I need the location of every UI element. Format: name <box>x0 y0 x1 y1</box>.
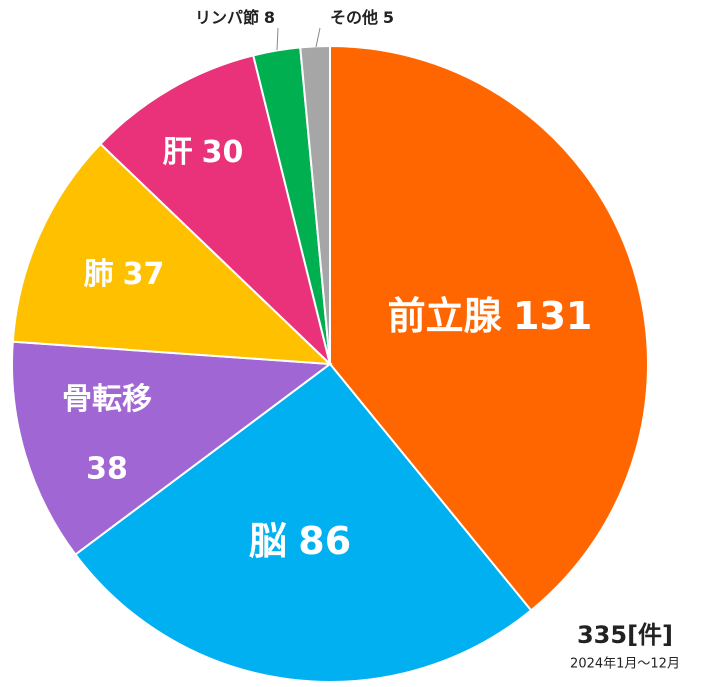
category-label: 脳 <box>249 519 287 563</box>
category-label: 肝 <box>163 135 193 170</box>
pie-slice <box>11 340 333 556</box>
slice-label: 骨転移 <box>62 382 152 417</box>
leader-line <box>276 27 279 51</box>
value-label: 38 <box>86 452 128 487</box>
category-label: その他 <box>330 8 378 27</box>
slice-label: 前立腺 131 <box>388 294 593 338</box>
pie-slice <box>99 54 332 368</box>
value-label: 30 <box>202 135 244 170</box>
subtitle: 2024年1月～12月 <box>570 657 680 672</box>
value-label: 8 <box>264 8 275 27</box>
category-label: リンパ節 <box>195 8 259 27</box>
pie-slice <box>299 44 331 365</box>
pie-slice <box>329 44 649 612</box>
slice-label: 肺 37 <box>84 257 165 292</box>
category-label: 前立腺 <box>388 294 503 338</box>
leader-line <box>315 27 321 48</box>
category-label: 骨転移 <box>62 382 152 417</box>
value-label: 37 <box>123 257 165 292</box>
slice-label: リンパ節 8 <box>195 8 275 27</box>
value-label: 5 <box>383 8 394 27</box>
total-label: 335[件] <box>577 621 673 649</box>
pie-slice <box>11 142 333 366</box>
pie-slice <box>73 362 533 683</box>
value-label: 86 <box>298 519 351 563</box>
slice-label: その他 5 <box>330 8 394 27</box>
slice-label: 肝 30 <box>163 135 244 170</box>
slice-label: 脳 86 <box>249 519 351 563</box>
value-label: 131 <box>513 294 592 338</box>
category-label: 肺 <box>84 257 114 292</box>
